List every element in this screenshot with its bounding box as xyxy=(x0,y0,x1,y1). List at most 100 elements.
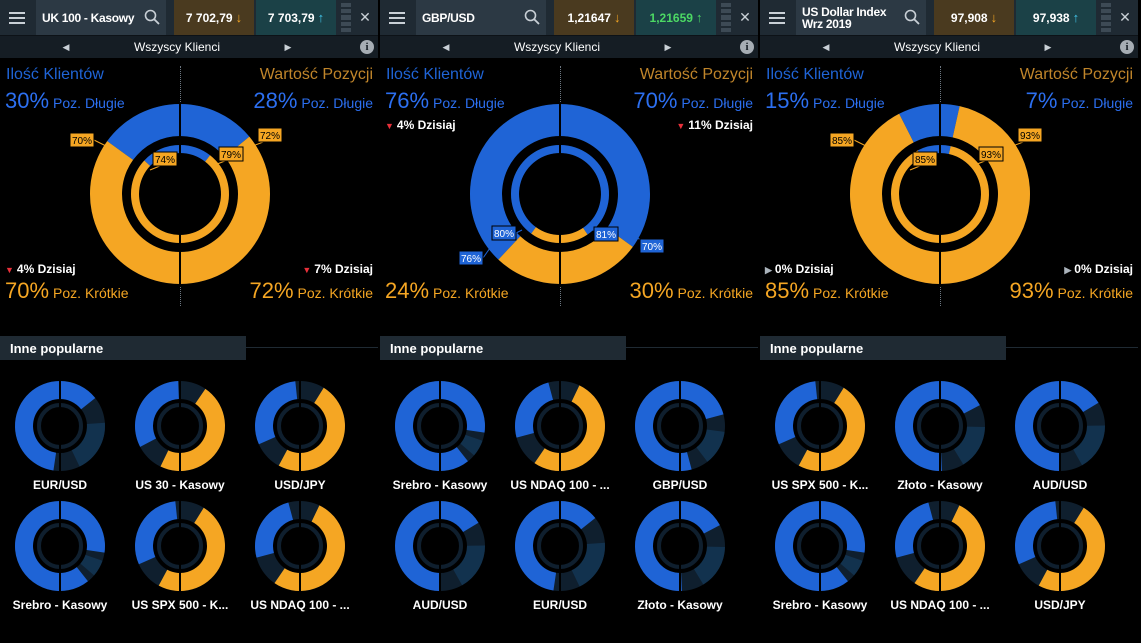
popular-instrument-item[interactable]: Złoto - Kasowy xyxy=(882,380,998,500)
popular-instrument-item[interactable]: US NDAQ 100 - ... xyxy=(502,380,618,500)
popular-instrument-item[interactable]: GBP/USD xyxy=(622,380,738,500)
outer-left-short-segment xyxy=(850,113,940,284)
popular-instrument-label: Złoto - Kasowy xyxy=(897,478,983,492)
mini-long-segment xyxy=(680,381,724,420)
popular-instrument-item[interactable]: AUD/USD xyxy=(1002,380,1118,500)
popular-instrument-item[interactable]: EUR/USD xyxy=(2,380,118,500)
search-icon[interactable] xyxy=(524,9,540,25)
clients-today-change-text: 4% Dzisiaj xyxy=(396,118,456,132)
callout-leader-line xyxy=(482,247,491,259)
inner-left-short-segment xyxy=(131,160,180,243)
clients-count-title: Ilość Klientów xyxy=(6,66,104,83)
value-long-stat-value: 70% xyxy=(633,88,678,113)
popular-instrument-item[interactable]: AUD/USD xyxy=(382,500,498,620)
instrument-selector[interactable]: US Dollar Index Wrz 2019 xyxy=(796,0,926,35)
panel-header: US Dollar Index Wrz 2019 97,908 ↓ 97,938 ↑ ✕ xyxy=(760,0,1138,36)
close-icon[interactable]: ✕ xyxy=(739,9,751,25)
sell-price-button[interactable]: 97,908 ↓ xyxy=(934,0,1014,35)
triangle-down-icon: ▼ xyxy=(5,265,14,275)
info-icon[interactable]: i xyxy=(1120,40,1134,54)
other-popular-header: Inne popularne xyxy=(760,336,1006,360)
hamburger-icon[interactable] xyxy=(380,0,414,35)
popular-instrument-item[interactable]: US SPX 500 - K... xyxy=(762,380,878,500)
popular-instrument-item[interactable]: Srebro - Kasowy xyxy=(2,500,118,620)
mini-sentiment-donut xyxy=(895,500,986,592)
mini-short-segment xyxy=(693,546,725,585)
inner-left-short-segment xyxy=(531,227,560,243)
chevron-right-icon[interactable]: ▶ xyxy=(1044,41,1052,52)
popular-instrument-item[interactable]: US NDAQ 100 - ... xyxy=(242,500,358,620)
close-icon[interactable]: ✕ xyxy=(359,9,371,25)
instrument-name: GBP/USD xyxy=(422,10,475,25)
search-icon[interactable] xyxy=(144,9,160,25)
client-filter-label[interactable]: Wszyscy Klienci xyxy=(133,40,220,54)
popular-instrument-item[interactable]: Srebro - Kasowy xyxy=(382,380,498,500)
drag-handle-icon[interactable] xyxy=(1101,3,1111,33)
sell-price-button[interactable]: 7 702,79 ↓ xyxy=(174,0,254,35)
panel-header: UK 100 - Kasowy 7 702,79 ↓ 7 703,79 ↑ ✕ xyxy=(0,0,378,36)
client-filter-label[interactable]: Wszyscy Klienci xyxy=(893,40,980,54)
mini-sentiment-donut xyxy=(255,500,346,592)
popular-instrument-item[interactable]: US NDAQ 100 - ... xyxy=(882,500,998,620)
hamburger-icon[interactable] xyxy=(0,0,34,35)
chevron-left-icon[interactable]: ◀ xyxy=(822,41,830,52)
instrument-selector[interactable]: UK 100 - Kasowy xyxy=(36,0,166,35)
popular-instrument-item[interactable]: EUR/USD xyxy=(502,500,618,620)
popular-instrument-item[interactable]: Srebro - Kasowy xyxy=(762,500,878,620)
callout-leader-line xyxy=(853,139,871,149)
popular-instrument-item[interactable]: US 30 - Kasowy xyxy=(122,380,238,500)
client-filter-label[interactable]: Wszyscy Klienci xyxy=(513,40,600,54)
popular-instrument-item[interactable]: US SPX 500 - K... xyxy=(122,500,238,620)
buy-price-button[interactable]: 7 703,79 ↑ xyxy=(256,0,336,35)
chevron-left-icon[interactable]: ◀ xyxy=(442,41,450,52)
info-icon[interactable]: i xyxy=(740,40,754,54)
clients-long-stat: 76% Poz. Długie xyxy=(385,88,505,114)
triangle-down-icon: ▼ xyxy=(302,265,312,275)
popular-instrument-label: USD/JPY xyxy=(274,478,326,492)
search-icon[interactable] xyxy=(904,9,920,25)
buy-up-arrow-icon: ↑ xyxy=(317,10,325,25)
popular-instrument-label: Srebro - Kasowy xyxy=(12,598,108,612)
value-today-change: ▼ 7% Dzisiaj xyxy=(302,262,373,276)
close-icon[interactable]: ✕ xyxy=(1119,9,1131,25)
mini-long-segment xyxy=(775,501,848,591)
buy-price-button[interactable]: 1,21659 ↑ xyxy=(636,0,716,35)
mini-long-segment xyxy=(14,381,60,471)
popular-instrument-item[interactable]: Złoto - Kasowy xyxy=(622,500,738,620)
popular-instrument-item[interactable]: USD/JPY xyxy=(242,380,358,500)
value-today-change-text: 0% Dzisiaj xyxy=(1074,262,1133,276)
callout-text: 85% xyxy=(832,136,852,147)
inner-right-long-segment xyxy=(180,145,211,162)
mini-sentiment-donut xyxy=(1015,380,1106,472)
callout-text: 76% xyxy=(461,254,481,265)
buy-up-arrow-icon: ↑ xyxy=(1072,10,1080,25)
mini-sentiment-donut xyxy=(515,500,606,592)
instrument-selector[interactable]: GBP/USD xyxy=(416,0,546,35)
buy-price-button[interactable]: 97,938 ↑ xyxy=(1016,0,1096,35)
value-long-stat-label: Poz. Długie xyxy=(681,95,753,111)
popular-instrument-label: US NDAQ 100 - ... xyxy=(890,598,990,612)
chevron-right-icon[interactable]: ▶ xyxy=(284,41,292,52)
callout-text: 81% xyxy=(596,230,616,241)
sell-price-button[interactable]: 1,21647 ↓ xyxy=(554,0,634,35)
info-icon[interactable]: i xyxy=(360,40,374,54)
mini-sentiment-donut xyxy=(255,380,346,472)
mini-long-segment xyxy=(1060,381,1099,413)
callout-outer-left: 85% xyxy=(829,132,855,148)
sentiment-donut-chart: 85% 85% 93% 93% xyxy=(829,102,1043,286)
mini-long-segment xyxy=(395,381,468,471)
drag-handle-icon[interactable] xyxy=(341,3,351,33)
hamburger-icon[interactable] xyxy=(760,0,794,35)
callout-text: 93% xyxy=(981,150,1001,161)
clients-short-stat: 85% Poz. Krótkie xyxy=(765,278,889,304)
popular-instrument-label: Srebro - Kasowy xyxy=(392,478,488,492)
chevron-right-icon[interactable]: ▶ xyxy=(664,41,672,52)
mini-short-segment xyxy=(534,385,605,471)
drag-handle-icon[interactable] xyxy=(721,3,731,33)
clients-today-change-text: 0% Dzisiaj xyxy=(774,262,834,276)
clients-today-change: ▼ 4% Dzisiaj xyxy=(5,262,76,276)
popular-instrument-item[interactable]: USD/JPY xyxy=(1002,500,1118,620)
sentiment-panel: GBP/USD 1,21647 ↓ 1,21659 ↑ ✕ ◀ Wszyscy Klienci… xyxy=(380,0,758,643)
sell-down-arrow-icon: ↓ xyxy=(990,10,998,25)
chevron-left-icon[interactable]: ◀ xyxy=(62,41,70,52)
